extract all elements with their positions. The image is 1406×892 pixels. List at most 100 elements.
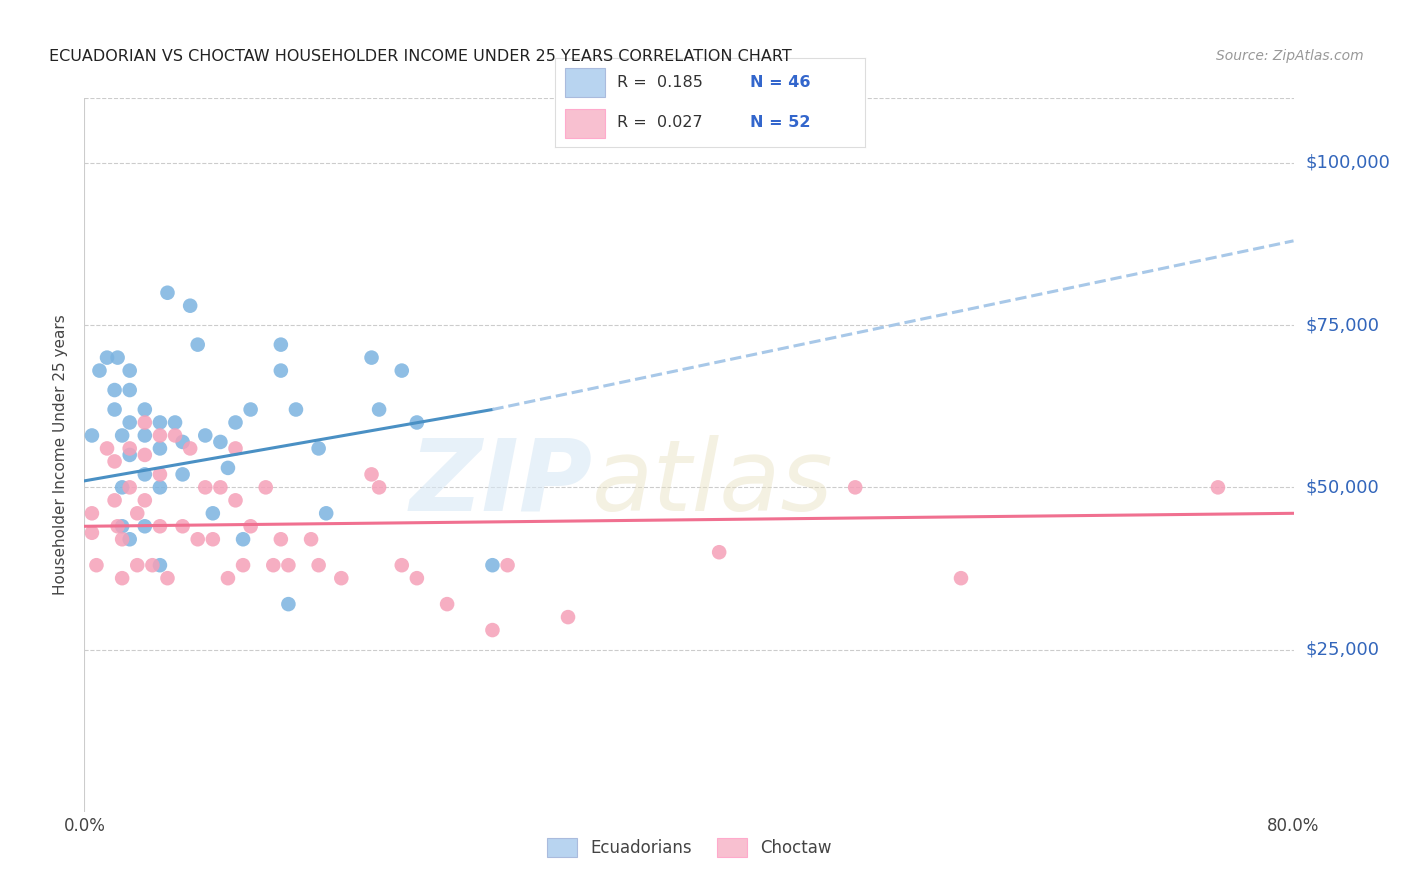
Point (104, 383, 127, 397)
Point (118, 416, 141, 430)
Legend: Ecuadorians, Choctaw: Ecuadorians, Choctaw (540, 831, 838, 864)
Point (187, 533, 209, 547)
Point (406, 571, 429, 585)
Point (163, 428, 186, 442)
Point (481, 623, 503, 637)
Point (149, 467, 172, 482)
Text: $75,000: $75,000 (1306, 316, 1379, 334)
Point (391, 558, 413, 573)
Point (149, 519, 172, 533)
Text: N = 46: N = 46 (751, 75, 811, 90)
Point (104, 454, 127, 468)
Point (156, 571, 179, 585)
Point (172, 519, 194, 533)
Point (557, 610, 579, 624)
Point (225, 416, 247, 430)
Point (187, 337, 209, 351)
Point (360, 467, 382, 482)
Text: R =  0.185: R = 0.185 (617, 75, 703, 90)
Point (156, 285, 179, 300)
Point (107, 351, 129, 365)
Point (308, 442, 330, 456)
Point (172, 467, 194, 482)
Point (406, 416, 429, 430)
Point (149, 442, 172, 456)
Point (118, 442, 141, 456)
Point (96, 351, 118, 365)
Point (232, 533, 254, 547)
Point (179, 442, 201, 456)
Point (89, 363, 111, 377)
Point (118, 533, 141, 547)
Point (481, 558, 503, 573)
Point (134, 416, 156, 430)
Point (134, 467, 156, 482)
Point (330, 571, 353, 585)
Point (127, 558, 149, 573)
Point (134, 402, 156, 417)
Point (141, 558, 163, 573)
Point (107, 519, 129, 533)
Point (80, 506, 103, 520)
Point (308, 558, 330, 573)
Text: N = 52: N = 52 (751, 115, 811, 130)
Point (270, 533, 292, 547)
Point (194, 428, 217, 442)
Point (80, 525, 103, 540)
Point (217, 571, 239, 585)
Point (111, 533, 134, 547)
Point (284, 402, 308, 417)
Text: $100,000: $100,000 (1306, 154, 1391, 172)
Point (315, 506, 337, 520)
FancyBboxPatch shape (565, 68, 605, 97)
Point (209, 480, 232, 494)
Text: $50,000: $50,000 (1306, 478, 1379, 496)
Point (232, 558, 254, 573)
Point (149, 428, 172, 442)
Point (111, 519, 134, 533)
Point (86, 558, 108, 573)
Point (111, 571, 134, 585)
Point (149, 558, 172, 573)
Point (277, 558, 299, 573)
Point (217, 461, 239, 475)
Y-axis label: Householder Income Under 25 years: Householder Income Under 25 years (53, 315, 69, 595)
Point (360, 351, 382, 365)
Point (194, 480, 217, 494)
Point (270, 337, 292, 351)
Point (118, 383, 141, 397)
Text: atlas: atlas (592, 435, 834, 532)
Point (149, 416, 172, 430)
Point (111, 480, 134, 494)
Point (368, 402, 391, 417)
Point (277, 597, 299, 611)
Text: ZIP: ZIP (409, 435, 592, 532)
Point (225, 493, 247, 508)
Point (104, 493, 127, 508)
Point (262, 558, 284, 573)
Point (201, 506, 224, 520)
Point (118, 480, 141, 494)
Point (225, 442, 247, 456)
Text: $25,000: $25,000 (1306, 640, 1379, 658)
Point (270, 363, 292, 377)
Point (111, 428, 134, 442)
Point (149, 480, 172, 494)
Point (209, 434, 232, 449)
Point (118, 448, 141, 462)
Point (950, 571, 973, 585)
Point (299, 533, 322, 547)
Point (201, 533, 224, 547)
Point (104, 402, 127, 417)
Point (391, 363, 413, 377)
Point (368, 480, 391, 494)
Point (134, 493, 156, 508)
Point (127, 506, 149, 520)
Point (709, 545, 731, 559)
Text: R =  0.027: R = 0.027 (617, 115, 703, 130)
Point (80, 428, 103, 442)
Point (134, 519, 156, 533)
Text: ECUADORIAN VS CHOCTAW HOUSEHOLDER INCOME UNDER 25 YEARS CORRELATION CHART: ECUADORIAN VS CHOCTAW HOUSEHOLDER INCOME… (49, 49, 792, 64)
Point (239, 402, 262, 417)
Point (179, 299, 201, 313)
